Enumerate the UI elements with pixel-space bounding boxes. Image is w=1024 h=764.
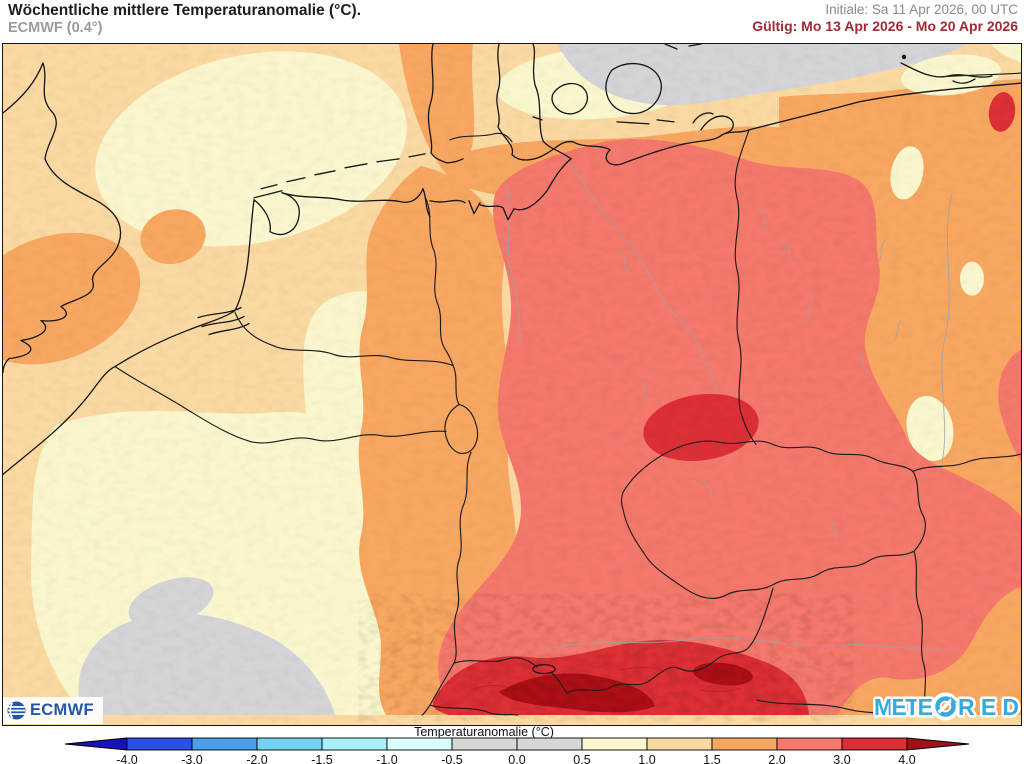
colorbar-segment [256,737,323,751]
border-poland-russia [938,72,1021,78]
colorbar-segment [386,737,453,751]
colorbar-segment [841,737,908,751]
coastline-channel-holland [3,199,255,476]
border-switzerland-italy [429,704,519,716]
colorbar-tick-label: -1.0 [376,753,398,764]
colorbar-segment [451,737,518,751]
colorbar-arrow-right [906,737,970,751]
init-time-label: Initiale: Sa 11 Apr 2026, 00 UTC [825,2,1018,17]
border-austria-slovakia-hungary [913,550,927,716]
coastline-zealand [605,63,662,115]
colorbar-segment [321,737,388,751]
colorbar-tick-label: -2.0 [246,753,268,764]
colorbar-tick-label: 4.0 [898,753,915,764]
coastline-bornholm [901,54,907,60]
coastline-ijsselmeer [253,190,300,236]
river-danube [546,637,958,651]
coastline-wadden-islands [260,153,426,190]
coastline-england [3,62,122,374]
coastline-baltic-german [496,44,723,166]
coastline-poland [721,82,1021,136]
page-title: Wöchentliche mittlere Temperaturanomalie… [8,2,362,19]
colorbar-segment [126,737,193,751]
colorbar-tick-label: 1.0 [638,753,655,764]
ecmwf-logo: ECMWF [3,697,103,724]
colorbar: Temperaturanomalie (°C) -4.0 -3.0 -2.0 -… [64,726,970,764]
colorbar-tick-label: 3.0 [833,753,850,764]
valid-period-label: Gültig: Mo 13 Apr 2026 - Mo 20 Apr 2026 [752,17,1018,34]
colorbar-tick-label: 1.5 [703,753,720,764]
border-germany-poland [734,129,757,445]
coastline-jutland-west [427,44,464,164]
border-switzerland-germany [453,657,538,668]
colorbar-tick-label: -0.5 [441,753,463,764]
border-denmark-germany [449,132,513,143]
colorbar-segment [191,737,258,751]
colorbar-tick-label: -4.0 [116,753,138,764]
alps-ridge-lines [470,667,742,693]
lake-constance [532,663,556,675]
border-poland-slovakia [912,453,1021,472]
meteored-logo-post: RED [958,694,1020,720]
colorbar-tick-label: 0.0 [508,753,525,764]
colorbar-segment [516,737,583,751]
colorbar-segment [711,737,778,751]
border-germany-austria [566,587,774,694]
colorbar-segment [646,737,713,751]
meteored-logo: METE RED [872,692,1022,722]
colorbar-segment [581,737,648,751]
river-vistula [941,192,953,463]
ecmwf-globe-icon [7,701,26,720]
colorbar-tick-label: -1.5 [311,753,333,764]
colorbar-title: Temperaturanomalie (°C) [414,726,554,739]
colorbar-segment [776,737,843,751]
meteored-logo-pre: METE [874,694,934,720]
coastline-frisian [281,158,572,221]
ecmwf-logo-text: ECMWF [30,701,94,719]
run-info: Initiale: Sa 11 Apr 2026, 00 UTC Gültig:… [752,2,1018,34]
border-netherlands-germany [424,196,454,367]
border-luxembourg [444,403,479,454]
coastline-rhine-delta [197,306,250,336]
river-weser [506,184,523,343]
coastline-ruegen [692,112,734,134]
coastline-schleswig-west [532,44,572,160]
colorbar-arrow-left [64,737,128,751]
river-small-marks [620,210,902,539]
coastline-funen [551,82,588,115]
border-france-germany [453,451,472,664]
river-elbe [562,154,718,392]
colorbar-tick-label: 2.0 [768,753,785,764]
border-austria-south [756,699,908,716]
colorbar-tick-label: -3.0 [181,753,203,764]
border-france-belgium [114,365,447,444]
colorbar-tick-label: 0.5 [573,753,590,764]
meteored-o-icon [931,692,960,721]
border-belgium-germany [452,364,460,406]
model-subtitle: ECMWF (0.4°) [8,20,103,36]
anomaly-map-svg [3,44,1021,725]
anomaly-map [2,43,1022,726]
coastline-danish-islands [532,44,702,125]
border-netherlands-belgium [234,312,454,367]
border-switzerland-austria [550,671,568,694]
